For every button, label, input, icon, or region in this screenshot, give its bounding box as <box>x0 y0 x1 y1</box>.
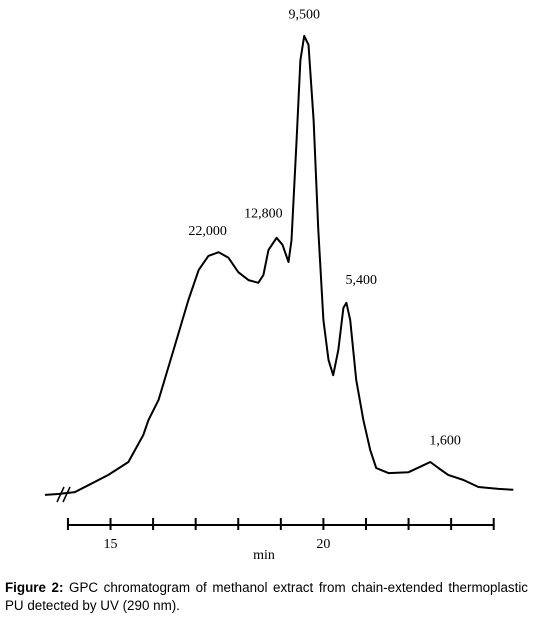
peak-label: 1,600 <box>429 433 461 448</box>
caption-text: GPC chromatogram of methanol extract fro… <box>5 580 529 613</box>
caption-label: Figure 2: <box>5 580 64 595</box>
x-axis-label: min <box>253 548 275 563</box>
peak-label: 5,400 <box>346 273 378 288</box>
data-line <box>44 35 514 496</box>
x-tick-label: 20 <box>316 537 330 552</box>
caption: Figure 2: GPC chromatogram of methanol e… <box>5 579 528 615</box>
x-tick-label: 15 <box>104 537 118 552</box>
peak-label: 22,000 <box>188 224 227 239</box>
peak-label: 9,500 <box>288 7 320 22</box>
peak-label: 12,800 <box>244 206 283 221</box>
chart: min 15 20 22,000 12,800 9,500 5,400 1,600 <box>44 7 514 563</box>
